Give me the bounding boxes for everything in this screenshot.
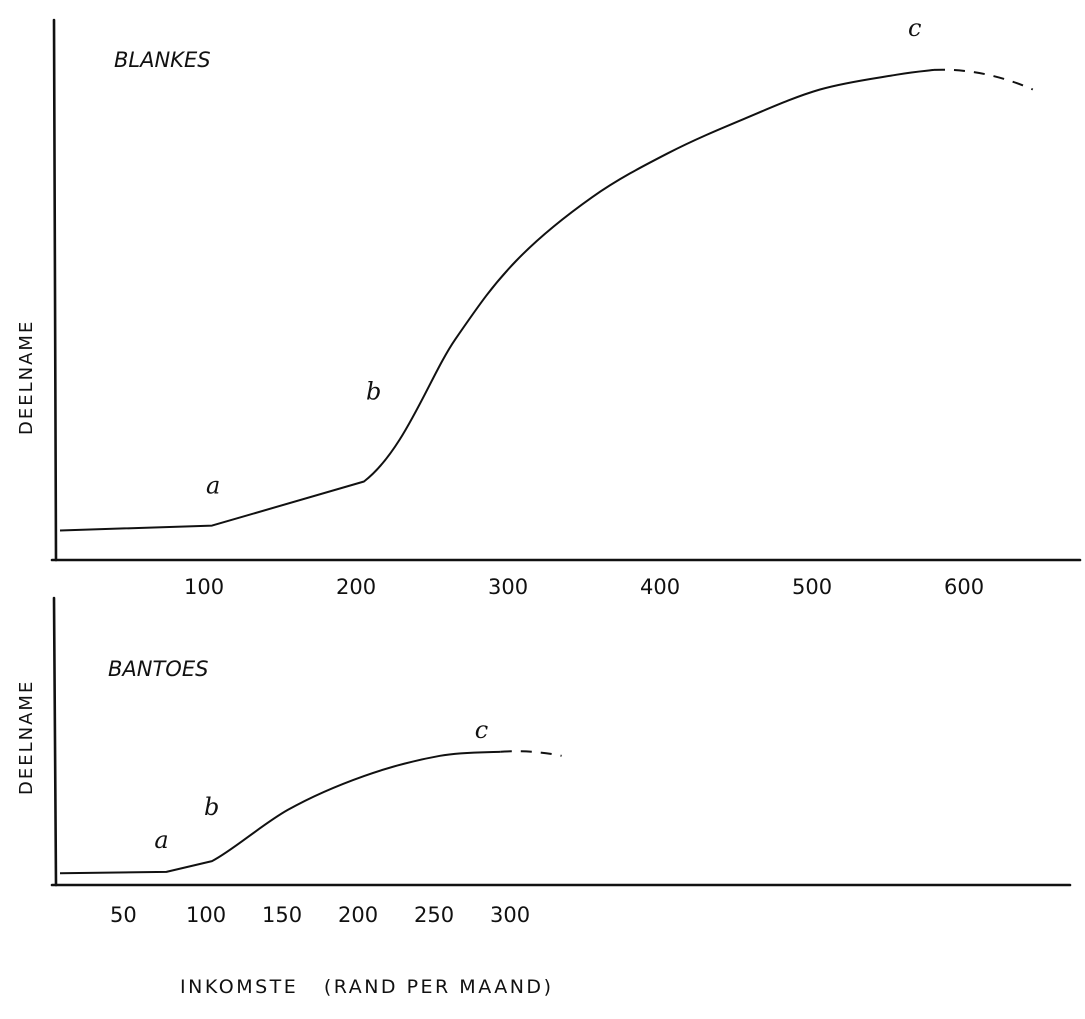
chart-blankes: BLANKES DEELNAME 100 200 300 400 500 600 a b c <box>16 14 1082 599</box>
chart-title: BANTOES <box>108 657 208 681</box>
point-label-b: b <box>366 378 381 406</box>
x-axis-label: INKOMSTE (RAND PER MAAND) <box>180 976 553 998</box>
x-tick-label: 50 <box>110 903 137 927</box>
extrapolated-line <box>500 750 562 757</box>
point-label-a: a <box>206 472 220 500</box>
chart-title: BLANKES <box>114 48 211 72</box>
series-line <box>59 68 935 532</box>
x-tick-label: 100 <box>184 575 224 599</box>
y-axis <box>52 596 58 887</box>
point-label-a: a <box>154 826 168 854</box>
x-tick-label: 100 <box>186 903 226 927</box>
y-axis-label: DEELNAME <box>16 680 37 795</box>
x-tick-label: 150 <box>262 903 302 927</box>
chart-bantoes: BANTOES DEELNAME 50 100 150 200 250 300 a b c <box>16 596 1072 927</box>
series-line <box>59 750 501 875</box>
x-tick-label: 500 <box>792 575 832 599</box>
x-tick-label: 250 <box>414 903 454 927</box>
y-axis-label: DEELNAME <box>16 320 37 435</box>
x-tick-label: 600 <box>944 575 984 599</box>
y-axis <box>52 18 58 562</box>
point-label-b: b <box>204 793 219 821</box>
x-tick-label: 200 <box>336 575 376 599</box>
x-tick-label: 200 <box>338 903 378 927</box>
point-label-c: c <box>475 716 488 744</box>
x-tick-label: 400 <box>640 575 680 599</box>
point-label-c: c <box>908 14 921 42</box>
extrapolated-line <box>933 68 1034 91</box>
x-tick-label: 300 <box>490 903 530 927</box>
x-tick-label: 300 <box>488 575 528 599</box>
